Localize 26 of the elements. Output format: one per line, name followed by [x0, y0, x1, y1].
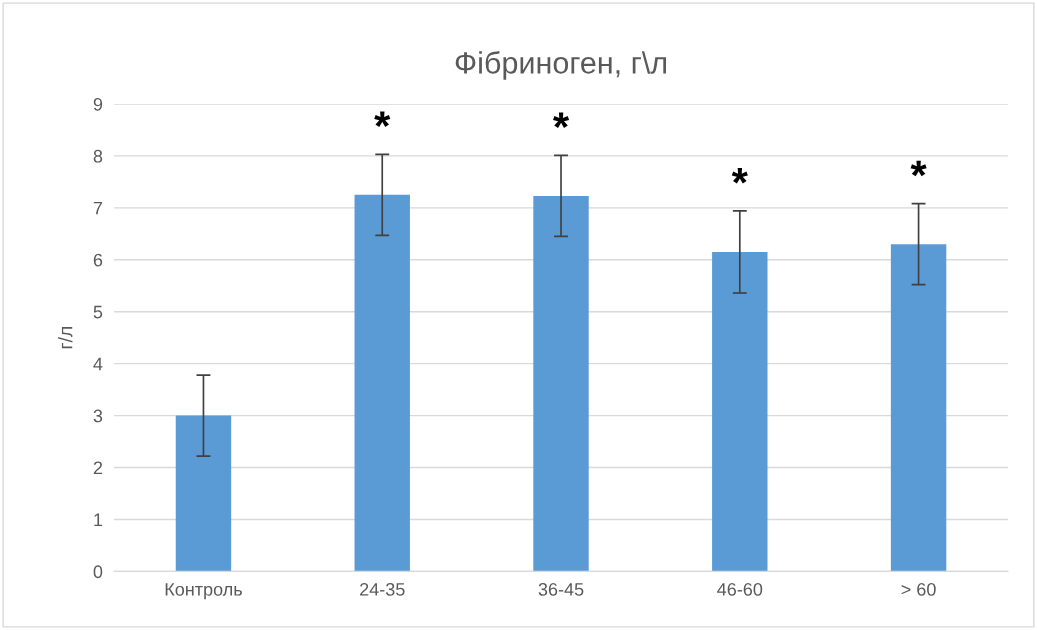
- annotation: *: [374, 111, 391, 127]
- y-axis-title: г/л: [58, 327, 73, 349]
- y-tick-label: 3: [93, 409, 103, 423]
- annotation: *: [731, 168, 748, 184]
- bar: [175, 415, 232, 572]
- chart-title: Фібриноген, г\л: [455, 50, 667, 80]
- bar: [354, 194, 410, 572]
- bar: [533, 195, 589, 572]
- annotation: *: [553, 112, 570, 128]
- y-tick-label: 1: [94, 513, 103, 527]
- bar: [712, 251, 768, 572]
- y-tick-label: 8: [93, 149, 103, 163]
- y-tick-label: 9: [93, 97, 103, 111]
- annotation: *: [910, 160, 927, 177]
- y-tick-label: 7: [93, 201, 103, 215]
- y-tick-label: 2: [93, 461, 103, 475]
- y-tick-label: 4: [93, 357, 103, 371]
- x-tick-label: > 60: [901, 583, 936, 596]
- bar: [890, 244, 947, 572]
- x-tick-label: Контроль: [165, 583, 242, 600]
- y-tick-label: 6: [93, 253, 103, 267]
- x-tick-label: 36-45: [538, 583, 584, 596]
- y-tick-label: 5: [93, 305, 103, 319]
- y-tick-label: 0: [93, 565, 103, 579]
- x-tick-label: 24-35: [360, 583, 405, 596]
- x-tick-label: 46-60: [717, 583, 763, 596]
